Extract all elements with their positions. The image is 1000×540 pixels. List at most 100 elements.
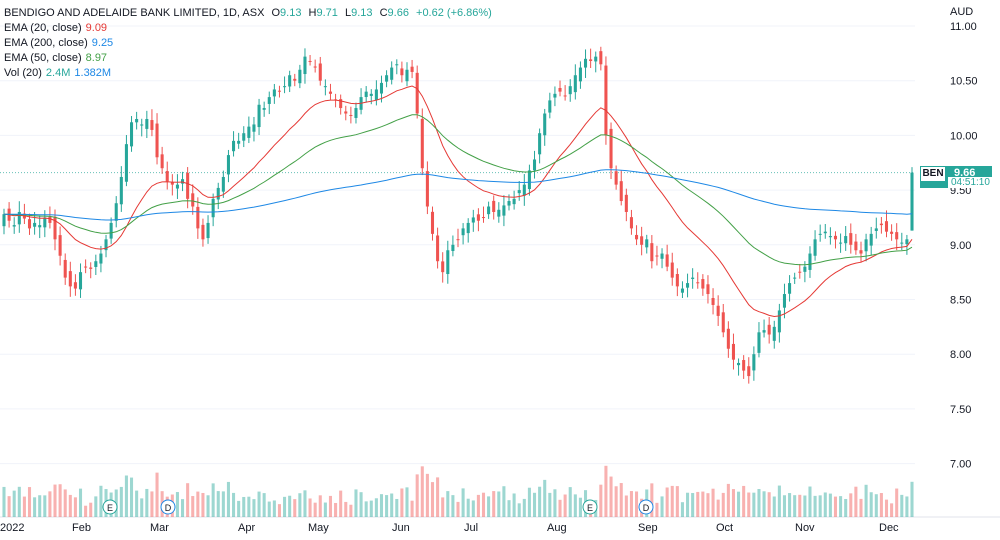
- event-marker: [582, 499, 598, 515]
- candle-body: [313, 66, 317, 68]
- candle-body: [436, 235, 440, 262]
- candle-body: [691, 277, 695, 279]
- volume-bar: [747, 492, 751, 517]
- candle-body: [456, 239, 460, 241]
- candle-body: [563, 95, 567, 97]
- volume-bar: [553, 489, 557, 517]
- legend-ema200-row[interactable]: EMA (200, close) 9.25: [4, 36, 492, 51]
- candle-body: [609, 128, 613, 169]
- bar-countdown: 04:51:10: [948, 177, 993, 188]
- candle-body: [517, 190, 521, 194]
- candle-body: [782, 294, 787, 308]
- volume-bar: [226, 481, 230, 517]
- candle-body: [293, 78, 297, 81]
- volume-bar: [252, 499, 256, 517]
- legend-ema20-row[interactable]: EMA (20, close) 9.09: [4, 21, 492, 36]
- x-tick-label: Jul: [464, 522, 478, 534]
- x-tick-label: Nov: [795, 522, 815, 534]
- candle-body: [232, 140, 236, 152]
- candle-body: [823, 231, 827, 234]
- close-label: C: [379, 7, 388, 19]
- candle-body: [762, 330, 766, 333]
- volume-bar: [543, 479, 547, 517]
- volume-bar: [313, 502, 317, 517]
- candle-body: [492, 200, 496, 212]
- volume-bar: [481, 492, 486, 517]
- volume-bar: [410, 500, 414, 517]
- candle-body: [476, 214, 480, 221]
- y-tick-label: 7.00: [950, 459, 971, 471]
- candle-body: [446, 250, 450, 275]
- ema200-label: EMA (200, close): [4, 37, 88, 49]
- candle-body: [895, 232, 899, 240]
- candle-body: [879, 223, 883, 226]
- candle-body: [369, 93, 373, 96]
- volume-bar: [155, 472, 159, 517]
- legend-volume-row[interactable]: Vol (20) 2.4M 1.382M: [4, 66, 492, 81]
- candle-body: [696, 282, 700, 284]
- candle-body: [145, 118, 149, 129]
- candle-body: [487, 206, 491, 215]
- candle-body: [104, 239, 108, 251]
- candle-body: [17, 211, 21, 225]
- candle-body: [43, 217, 47, 228]
- candle-body: [191, 193, 195, 207]
- volume-bar: [354, 489, 358, 517]
- volume-bar: [813, 495, 817, 517]
- volume-bar: [201, 492, 205, 517]
- candle-body: [441, 261, 445, 273]
- candle-body: [303, 56, 307, 75]
- volume-bar: [849, 493, 853, 517]
- candle-body: [910, 172, 914, 231]
- candle-body: [2, 214, 6, 227]
- volume-bar: [53, 484, 57, 517]
- candle-body: [548, 100, 552, 113]
- volume-bar: [655, 502, 659, 517]
- candle-body: [737, 362, 741, 366]
- volume-bar: [696, 491, 700, 517]
- volume-bar: [716, 499, 720, 517]
- volume-bar: [405, 487, 409, 517]
- volume-bar: [492, 491, 496, 517]
- candle-body: [645, 239, 649, 248]
- volume-bar: [191, 496, 195, 517]
- candle-body: [589, 59, 593, 62]
- volume-bar: [262, 493, 266, 517]
- candle-body: [543, 113, 547, 136]
- volume-bar: [272, 500, 276, 517]
- candle-body: [53, 216, 57, 240]
- volume-bar: [752, 492, 756, 517]
- candle-body: [793, 277, 797, 279]
- candle-body: [99, 253, 103, 264]
- volume-value: 2.4M: [45, 67, 71, 79]
- candle-body: [558, 87, 562, 92]
- volume-bar: [563, 494, 567, 517]
- ema20-label: EMA (20, close): [4, 22, 82, 34]
- legend-ema50-row[interactable]: EMA (50, close) 8.97: [4, 51, 492, 66]
- x-tick-label: Jun: [392, 522, 410, 534]
- candle-body: [742, 360, 746, 371]
- volume-bar: [17, 486, 21, 517]
- candle-body: [73, 282, 77, 289]
- candle-body: [201, 224, 205, 240]
- ema50-label: EMA (50, close): [4, 52, 82, 64]
- volume-bar: [742, 485, 746, 517]
- candle-body: [430, 211, 435, 234]
- candle-body: [839, 242, 843, 244]
- volume-bar: [288, 495, 292, 517]
- candle-body: [410, 66, 414, 72]
- volume-bar: [196, 491, 200, 517]
- volume-bar: [186, 483, 190, 517]
- volume-bar: [497, 491, 501, 517]
- candle-body: [461, 228, 465, 236]
- y-tick-label: 10.00: [950, 130, 978, 142]
- high-value: 9.71: [316, 7, 338, 19]
- volume-bar: [12, 490, 16, 517]
- volume-bar: [568, 487, 572, 517]
- candle-body: [640, 236, 644, 245]
- volume-bar: [731, 489, 735, 517]
- candle-body: [308, 60, 312, 62]
- volume-bar: [334, 502, 338, 517]
- candle-body: [532, 159, 537, 171]
